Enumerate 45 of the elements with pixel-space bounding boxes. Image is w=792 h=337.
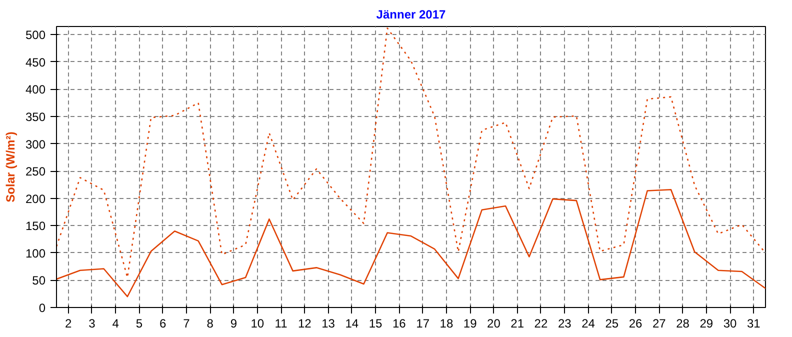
x-tick-label: 11 (274, 316, 288, 330)
y-tick-label: 350 (25, 110, 46, 124)
y-tick-label: 250 (25, 164, 46, 179)
x-tick-label: 16 (392, 316, 406, 330)
chart-title: Jänner 2017 (376, 8, 446, 22)
x-tick-label: 8 (206, 316, 214, 330)
x-tick-label: 6 (160, 316, 167, 330)
y-tick-label: 150 (25, 219, 46, 234)
y-tick-label: 0 (38, 301, 46, 315)
y-tick-label: 450 (25, 55, 46, 70)
x-tick-label: 14 (345, 316, 359, 330)
x-tick-label: 20 (487, 316, 501, 330)
x-tick-label: 4 (112, 316, 120, 330)
x-tick-label: 2 (64, 316, 72, 330)
line-series (56, 27, 766, 278)
x-tick-label: 17 (416, 316, 430, 330)
x-tick-label: 31 (747, 316, 761, 330)
x-tick-label: 28 (676, 316, 690, 330)
y-tick-label: 50 (32, 274, 46, 288)
x-tick-label: 27 (652, 316, 666, 330)
x-tick-label: 26 (628, 316, 643, 330)
x-tick-label: 22 (534, 316, 548, 330)
y-tick-label: 300 (25, 137, 46, 152)
x-tick-label: 30 (723, 316, 738, 330)
y-tick-label: 500 (25, 28, 46, 42)
x-tick-label: 21 (510, 316, 524, 330)
x-tick-label: 7 (183, 316, 190, 330)
x-tick-label: 23 (558, 316, 572, 330)
x-tick-label: 12 (298, 316, 312, 330)
x-tick-label: 3 (88, 316, 96, 330)
x-tick-label: 25 (605, 316, 619, 330)
x-tick-label: 5 (136, 316, 143, 330)
line-series (56, 188, 766, 298)
y-tick-label: 400 (25, 82, 46, 97)
y-tick-label: 100 (25, 246, 46, 260)
y-axis-title: Solar (W/m²) (3, 132, 18, 202)
x-tick-label: 24 (582, 316, 596, 330)
x-tick-label: 9 (230, 316, 238, 330)
x-tick-label: 18 (440, 316, 454, 330)
x-tick-label: 19 (463, 316, 478, 330)
y-tick-label: 200 (25, 192, 46, 206)
x-tick-label: 29 (700, 316, 714, 330)
x-tick-label: 10 (250, 316, 264, 330)
x-tick-label: 13 (322, 316, 336, 330)
x-tick-label: 15 (368, 316, 383, 330)
